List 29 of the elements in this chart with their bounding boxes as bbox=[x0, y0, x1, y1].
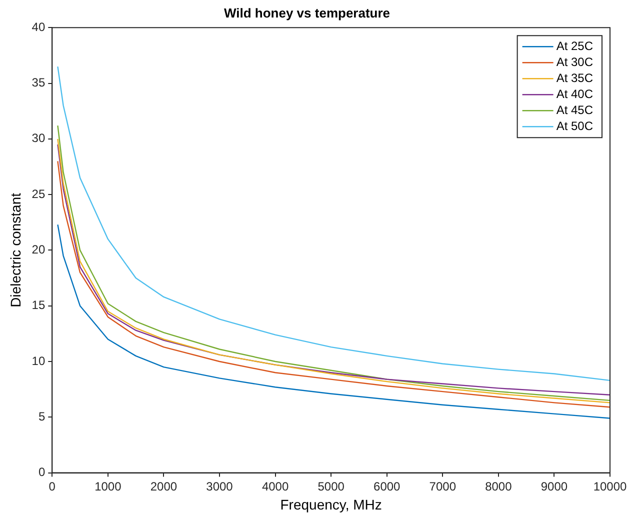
legend-label: At 40C bbox=[556, 86, 594, 101]
chart-title: Wild honey vs temperature bbox=[224, 5, 390, 20]
x-tick-label: 8000 bbox=[485, 479, 512, 494]
x-tick-label: 6000 bbox=[374, 479, 401, 494]
x-tick-label: 2000 bbox=[150, 479, 178, 494]
x-tick-label: 10000 bbox=[593, 479, 628, 494]
y-tick-label: 0 bbox=[38, 465, 46, 480]
x-tick-label: 9000 bbox=[540, 479, 568, 494]
x-tick-label: 1000 bbox=[94, 479, 122, 494]
legend-label: At 30C bbox=[556, 54, 594, 69]
y-axis-title: Dielectric constant bbox=[7, 192, 24, 308]
y-tick-label: 30 bbox=[32, 131, 46, 146]
legend-label: At 25C bbox=[556, 38, 594, 53]
y-tick-label: 35 bbox=[32, 76, 46, 90]
legend-label: At 50C bbox=[556, 118, 594, 133]
y-tick-label: 25 bbox=[32, 186, 46, 201]
y-tick-label: 15 bbox=[32, 298, 46, 312]
y-tick-label: 5 bbox=[38, 409, 46, 424]
y-tick-label: 20 bbox=[32, 242, 46, 257]
x-tick-label: 5000 bbox=[318, 479, 345, 494]
x-axis-title: Frequency, MHz bbox=[280, 496, 382, 512]
x-tick-label: 7000 bbox=[429, 479, 456, 494]
y-tick-label: 10 bbox=[32, 354, 46, 368]
x-tick-label: 0 bbox=[48, 479, 56, 494]
legend-label: At 35C bbox=[556, 70, 594, 85]
x-tick-label: 4000 bbox=[262, 479, 289, 494]
y-tick-label: 40 bbox=[32, 20, 46, 34]
legend-label: At 45C bbox=[556, 102, 594, 117]
x-tick-label: 3000 bbox=[206, 479, 234, 494]
